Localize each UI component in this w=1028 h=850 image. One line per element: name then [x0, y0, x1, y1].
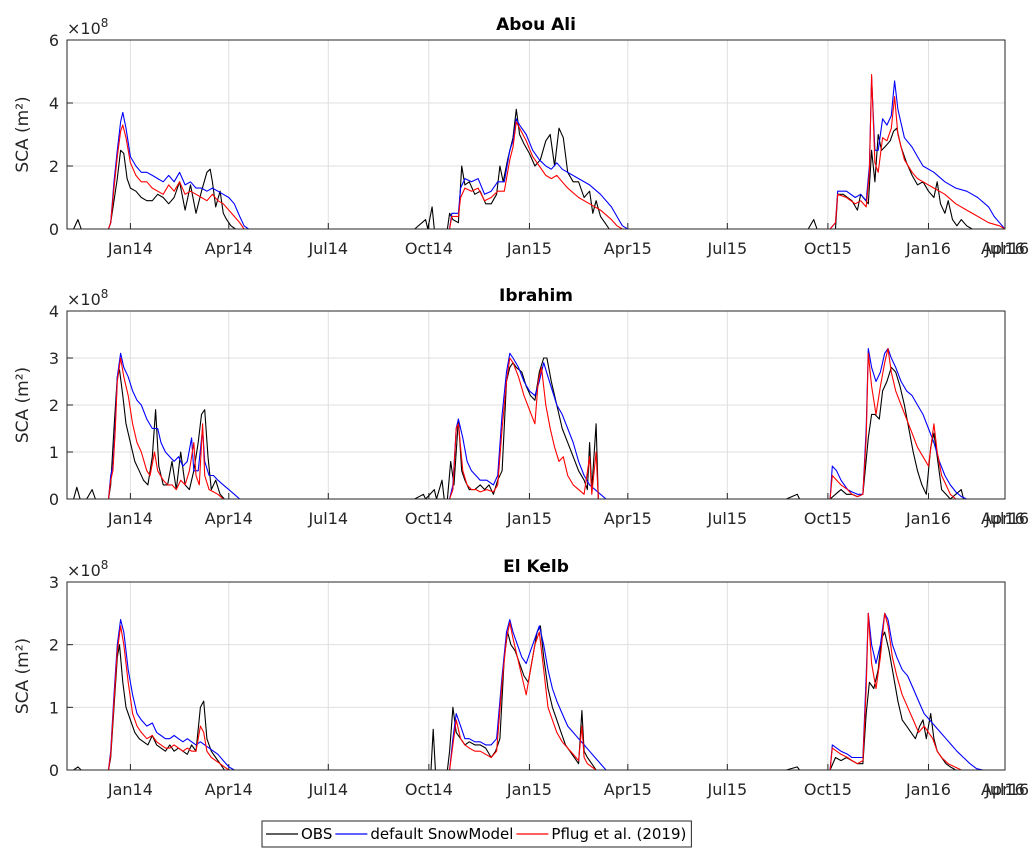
y-multiplier: ×108	[67, 558, 108, 580]
y-tick-label: 1	[49, 443, 59, 462]
y-multiplier: ×108	[67, 16, 108, 38]
legend-label-default-snowmodel: default SnowModel	[370, 825, 513, 843]
panel-title: El Kelb	[503, 557, 569, 577]
x-tick-label: Jul15	[706, 780, 747, 799]
x-tick-label: Jan16	[905, 780, 951, 799]
x-tick-label: Apr14	[205, 780, 253, 799]
y-tick-label: 6	[49, 31, 59, 50]
y-tick-label: 0	[49, 220, 59, 239]
y-tick-label: 2	[49, 396, 59, 415]
x-tick-label: Jan15	[506, 780, 552, 799]
legend-label-pflug-et-al-2019: Pflug et al. (2019)	[551, 825, 686, 843]
y-tick-label: 0	[49, 761, 59, 780]
x-tick-label: Jul16	[984, 509, 1025, 528]
y-tick-label: 3	[49, 349, 59, 368]
x-tick-label: Jul15	[706, 239, 747, 258]
x-tick-label: Jan14	[107, 239, 153, 258]
legend: OBS default SnowModel Pflug et al. (2019)	[262, 821, 691, 847]
y-multiplier: ×108	[67, 287, 108, 309]
x-tick-label: Oct15	[804, 780, 852, 799]
x-tick-label: Apr14	[205, 509, 253, 528]
y-axis-label: SCA (m²)	[13, 367, 33, 443]
y-tick-label: 1	[49, 698, 59, 717]
x-tick-label: Apr15	[604, 780, 652, 799]
x-tick-label: Jan16	[905, 239, 951, 258]
legend-label-obs: OBS	[301, 825, 332, 843]
plot-area	[67, 40, 1005, 229]
x-tick-label: Jul14	[307, 780, 348, 799]
x-tick-label: Oct15	[804, 509, 852, 528]
x-tick-label: Jul14	[307, 509, 348, 528]
y-tick-label: 4	[49, 302, 59, 321]
x-tick-label: Jan16	[905, 509, 951, 528]
panel-title: Abou Ali	[496, 15, 576, 35]
panel-2: Jan14 Apr14 Jul14 Oct14 Jan15 Apr15 Jul15 Oct15…	[13, 286, 1028, 528]
x-tick-label: Jul15	[706, 509, 747, 528]
y-tick-label: 2	[49, 157, 59, 176]
x-tick-label: Jan14	[107, 780, 153, 799]
panel-title: Ibrahim	[499, 286, 573, 306]
panel-1: Jan14 Apr14 Jul14 Oct14 Jan15 Apr15 Jul15 Oct15…	[13, 15, 1028, 258]
x-tick-label: Jan14	[107, 509, 153, 528]
y-axis-label: SCA (m²)	[13, 638, 33, 714]
x-tick-label: Oct14	[405, 780, 453, 799]
x-tick-label: Jan15	[506, 509, 552, 528]
x-tick-label: Apr15	[604, 509, 652, 528]
x-tick-label: Apr15	[604, 239, 652, 258]
x-tick-label: Jul16	[984, 780, 1025, 799]
y-tick-label: 0	[49, 490, 59, 509]
x-tick-label: Jul16	[984, 239, 1025, 258]
y-tick-label: 2	[49, 636, 59, 655]
x-tick-label: Jul14	[307, 239, 348, 258]
x-tick-label: Apr14	[205, 239, 253, 258]
x-tick-label: Oct15	[804, 239, 852, 258]
y-tick-label: 3	[49, 573, 59, 592]
x-tick-label: Oct14	[405, 239, 453, 258]
x-tick-label: Oct14	[405, 509, 453, 528]
y-tick-label: 4	[49, 94, 59, 113]
y-axis-label: SCA (m²)	[13, 96, 33, 172]
panel-3: Jan14 Apr14 Jul14 Oct14 Jan15 Apr15 Jul15 Oct15…	[13, 557, 1028, 799]
x-tick-label: Jan15	[506, 239, 552, 258]
